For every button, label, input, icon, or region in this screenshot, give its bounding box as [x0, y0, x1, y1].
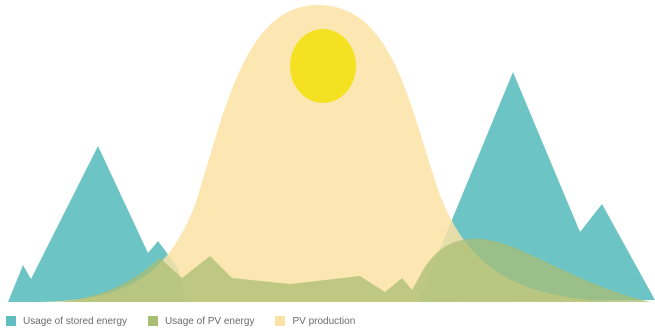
legend-swatch-stored-energy	[6, 316, 16, 326]
legend-label-pv-energy: Usage of PV energy	[164, 315, 255, 327]
energy-illustration	[8, 5, 655, 302]
legend-swatch-pv-production	[275, 316, 286, 326]
sun-icon	[290, 29, 356, 103]
legend-label-stored-energy: Usage of stored energy	[23, 315, 127, 327]
legend: Usage of stored energy Usage of PV energ…	[6, 313, 376, 329]
pv-energy-area	[60, 238, 650, 302]
legend-label-pv-production: PV production	[292, 315, 356, 327]
legend-swatch-pv-energy	[147, 316, 158, 326]
legend-item-pv-production: PV production	[275, 316, 355, 327]
legend-item-stored-energy: Usage of stored energy	[6, 316, 127, 327]
stored-energy-area	[8, 146, 186, 302]
pv-production-area	[40, 5, 620, 302]
legend-item-pv-energy: Usage of PV energy	[147, 315, 255, 327]
